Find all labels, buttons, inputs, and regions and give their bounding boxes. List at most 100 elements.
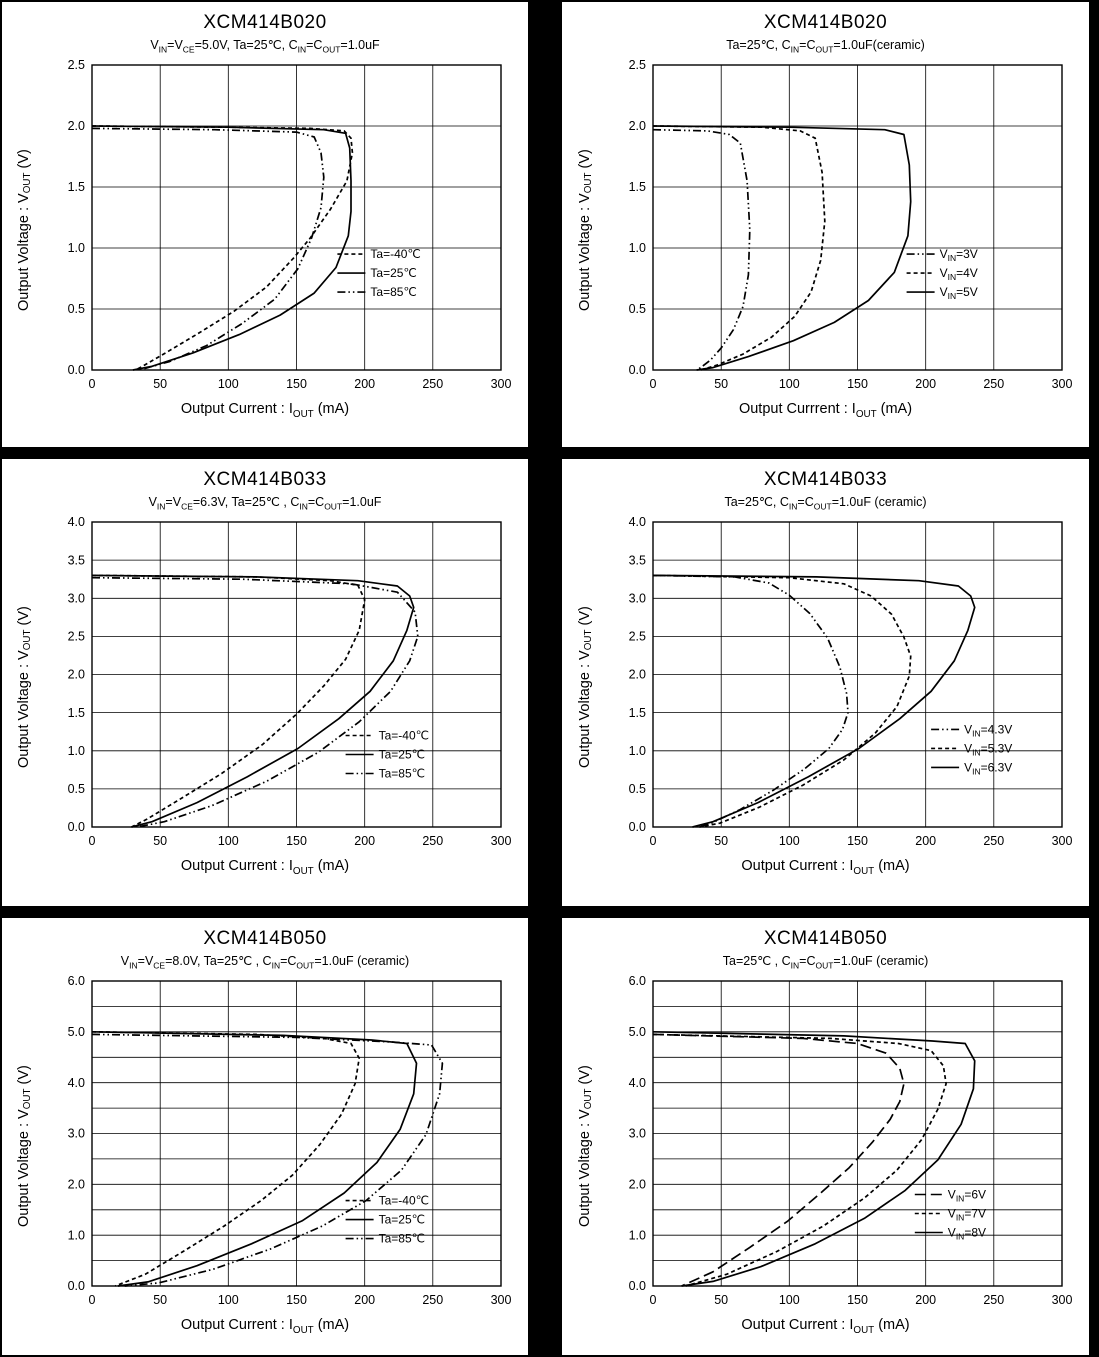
svg-text:2.0: 2.0 [628, 1177, 645, 1191]
svg-text:0.5: 0.5 [68, 302, 85, 316]
svg-text:150: 150 [286, 834, 307, 848]
svg-text:VIN​=6.3V: VIN​=6.3V [964, 760, 1012, 776]
svg-text:100: 100 [218, 1293, 239, 1307]
svg-text:VIN​=6V: VIN​=6V [947, 1187, 985, 1203]
plot-svg: 0 50 100 150 200 250 300 0.0 0.5 1.0 1.5 2.0 2.5 3.0 3… [628, 515, 1072, 848]
svg-text:0.0: 0.0 [628, 1279, 645, 1293]
svg-text:Ta=25℃: Ta=25℃ [379, 1212, 426, 1226]
svg-text:0: 0 [89, 834, 96, 848]
svg-text:VIN​=3V: VIN​=3V [939, 247, 977, 263]
chart-subtitle: VIN=VCE=5.0V, Ta=25℃, CIN=COUT=1.0uF [150, 38, 380, 55]
svg-text:200: 200 [354, 1293, 375, 1307]
svg-text:100: 100 [218, 377, 239, 391]
chart-subtitle: Ta=25℃ , CIN=COUT=1.0uF (ceramic) [722, 954, 929, 971]
svg-text:0.5: 0.5 [68, 782, 85, 796]
svg-text:150: 150 [847, 377, 868, 391]
svg-text:Ta=-40℃: Ta=-40℃ [379, 1193, 430, 1207]
y-axis-label: Output Voltage : VOUT (V) [576, 148, 594, 311]
svg-text:Ta=-40℃: Ta=-40℃ [379, 728, 430, 742]
chart-panel-b020-temp: XCM414B020 VIN=VCE=5.0V, Ta=25℃, CIN=COU… [0, 0, 530, 449]
svg-text:3.5: 3.5 [628, 553, 645, 567]
chart-subtitle: VIN=VCE=6.3V, Ta=25℃ , CIN=COUT=1.0uF [148, 495, 382, 512]
x-axis-label: Output Current : IOUT (mA) [741, 1316, 910, 1336]
svg-text:Ta=25℃: Ta=25℃ [370, 266, 417, 280]
plot-svg: 0 50 100 150 200 250 300 0.0 1.0 2.0 3.0 4.0 5.0 6.0 V… [628, 974, 1072, 1307]
svg-text:100: 100 [778, 377, 799, 391]
chart-panel-b033-temp: XCM414B033 VIN=VCE=6.3V, Ta=25℃ , CIN=CO… [0, 457, 530, 908]
svg-text:100: 100 [778, 834, 799, 848]
svg-text:300: 300 [1051, 377, 1072, 391]
x-axis-label: Output Current : IOUT (mA) [741, 857, 910, 877]
svg-text:50: 50 [153, 834, 167, 848]
svg-text:50: 50 [153, 1293, 167, 1307]
svg-text:0: 0 [649, 377, 656, 391]
svg-text:50: 50 [714, 377, 728, 391]
svg-text:0: 0 [649, 834, 656, 848]
svg-text:200: 200 [915, 377, 936, 391]
x-axis-label: Output Current : IOUT (mA) [180, 400, 350, 420]
svg-text:300: 300 [1051, 1293, 1072, 1307]
svg-text:3.5: 3.5 [68, 553, 85, 567]
chart-area: Output Voltage : VOUT (V) 0 50 100 150 200 25… [16, 57, 514, 403]
svg-text:4.0: 4.0 [628, 515, 645, 529]
svg-text:1.0: 1.0 [68, 1228, 85, 1242]
svg-text:Ta=85℃: Ta=85℃ [370, 285, 417, 299]
svg-text:4.0: 4.0 [68, 515, 85, 529]
svg-text:150: 150 [847, 1293, 868, 1307]
svg-text:200: 200 [354, 377, 375, 391]
svg-text:0.5: 0.5 [628, 302, 645, 316]
svg-text:300: 300 [1051, 834, 1072, 848]
chart-area: Output Voltage : VOUT (V) 0 50 100 150 200 25… [577, 973, 1075, 1319]
svg-text:5.0: 5.0 [628, 1025, 645, 1039]
svg-text:1.5: 1.5 [628, 180, 645, 194]
svg-text:300: 300 [491, 834, 512, 848]
y-axis-label: Output Voltage : VOUT (V) [16, 605, 33, 768]
svg-text:50: 50 [714, 1293, 728, 1307]
svg-text:Ta=-40℃: Ta=-40℃ [370, 247, 421, 261]
svg-text:VIN​=4V: VIN​=4V [939, 266, 977, 282]
svg-text:150: 150 [286, 377, 307, 391]
svg-text:1.5: 1.5 [68, 180, 85, 194]
svg-text:100: 100 [778, 1293, 799, 1307]
svg-text:2.5: 2.5 [628, 58, 645, 72]
svg-text:200: 200 [915, 1293, 936, 1307]
svg-text:2.0: 2.0 [68, 1177, 85, 1191]
chart-title: XCM414B033 [763, 469, 888, 490]
svg-text:1.5: 1.5 [628, 705, 645, 719]
svg-text:VIN​=5.3V: VIN​=5.3V [964, 741, 1012, 757]
svg-text:6.0: 6.0 [68, 974, 85, 988]
svg-text:Ta=85℃: Ta=85℃ [379, 1231, 426, 1245]
chart-panel-b033-vin: XCM414B033 Ta=25℃, CIN=COUT=1.0uF (ceram… [560, 457, 1091, 908]
x-axis-label: Output Current : IOUT (mA) [180, 857, 350, 877]
chart-area: Output Voltage : VOUT (V) 0 50 100 150 200 25… [16, 514, 514, 860]
y-axis-label: Output Voltage : VOUT (V) [576, 605, 594, 768]
chart-title: XCM414B020 [203, 12, 327, 33]
plot-svg: 0 50 100 150 200 250 300 0.0 1.0 2.0 3.0 4.0 5.0 6.0 T… [68, 974, 512, 1307]
svg-text:VIN​=7V: VIN​=7V [947, 1206, 985, 1222]
svg-text:4.0: 4.0 [628, 1075, 645, 1089]
svg-text:VIN​=4.3V: VIN​=4.3V [964, 722, 1012, 738]
svg-text:1.5: 1.5 [68, 705, 85, 719]
svg-text:0.0: 0.0 [68, 363, 85, 377]
svg-text:300: 300 [491, 377, 512, 391]
chart-title: XCM414B050 [763, 928, 888, 949]
svg-text:Ta=25℃: Ta=25℃ [379, 747, 426, 761]
y-axis-label: Output Voltage : VOUT (V) [16, 1064, 33, 1227]
svg-text:0: 0 [89, 377, 96, 391]
chart-subtitle: VIN=VCE=8.0V, Ta=25℃ , CIN=COUT=1.0uF (c… [120, 954, 410, 971]
chart-area: Output Voltage : VOUT (V) 0 50 100 150 200 25… [577, 514, 1075, 860]
chart-title: XCM414B033 [203, 469, 327, 490]
svg-text:200: 200 [354, 834, 375, 848]
svg-text:3.0: 3.0 [68, 591, 85, 605]
svg-text:0.5: 0.5 [628, 782, 645, 796]
svg-text:3.0: 3.0 [68, 1126, 85, 1140]
svg-text:250: 250 [422, 1293, 443, 1307]
plot-svg: 0 50 100 150 200 250 300 0.0 0.5 1.0 1.5 2.0 2.5 Ta=-… [68, 58, 512, 391]
chart-subtitle: Ta=25℃, CIN=COUT=1.0uF (ceramic) [724, 495, 927, 512]
svg-text:VIN​=8V: VIN​=8V [947, 1225, 985, 1241]
svg-text:100: 100 [218, 834, 239, 848]
svg-text:1.0: 1.0 [68, 743, 85, 757]
svg-text:250: 250 [983, 834, 1004, 848]
y-axis-label: Output Voltage : VOUT (V) [576, 1064, 594, 1227]
